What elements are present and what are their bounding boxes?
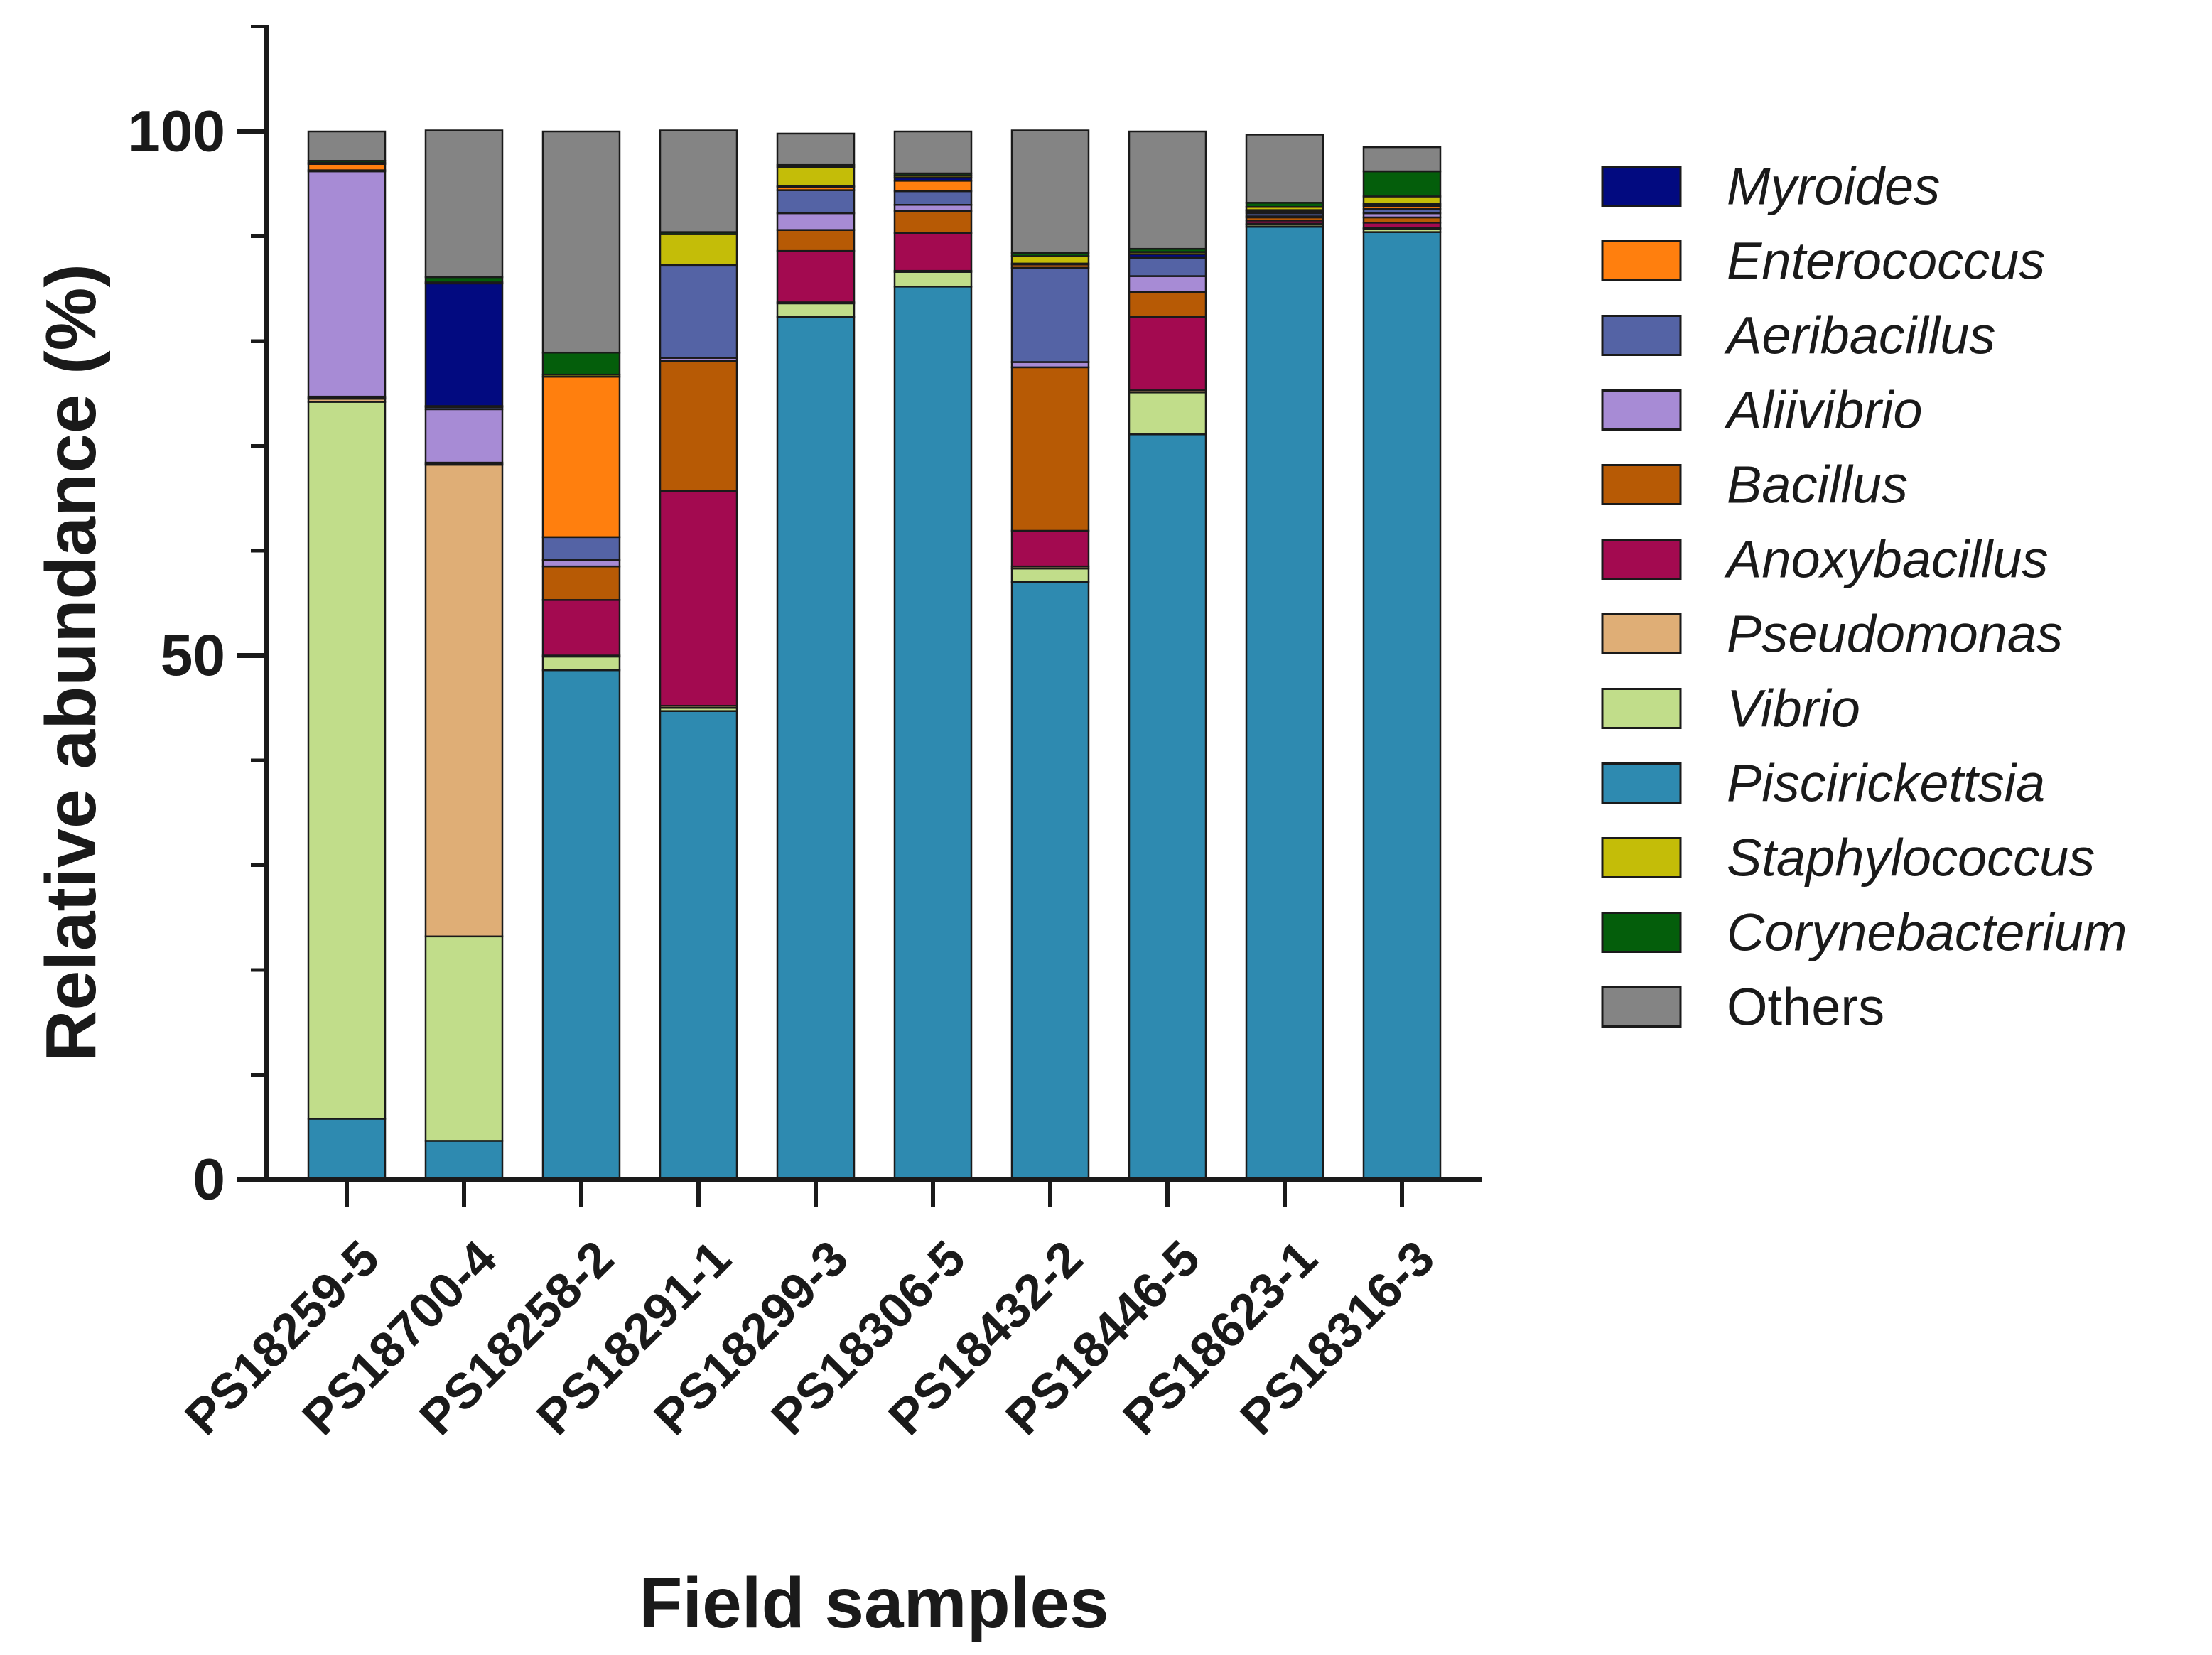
bar-segment-piscirickettsia-ps18291-1 — [659, 710, 738, 1181]
x-tick-labels: PS18259-5PS18700-4PS18258-2PS18291-1PS18… — [174, 1230, 1445, 1445]
bar-segment-vibrio-ps18258-2 — [541, 655, 621, 672]
bar-segment-bacillus-ps18432-2 — [1010, 366, 1090, 532]
bar-segment-bacillus-ps18258-2 — [541, 565, 621, 601]
legend-label-bacillus: Bacillus — [1727, 455, 1908, 514]
bar-segment-piscirickettsia-ps18258-2 — [541, 669, 621, 1181]
bar-segment-vibrio-ps18259-5 — [307, 401, 387, 1120]
bar-segment-vibrio-ps18446-5 — [1128, 392, 1207, 436]
bars-group — [307, 129, 1442, 1181]
bar-segment-vibrio-ps18700-4 — [424, 935, 504, 1142]
bar-segment-bacillus-ps18306-5 — [893, 210, 973, 234]
bar-segment-aliivibrio-ps18446-5 — [1128, 275, 1207, 293]
legend-swatch-others — [1601, 986, 1682, 1028]
bar-segment-vibrio-ps18299-3 — [776, 302, 856, 318]
bar-segment-bacillus-ps18299-3 — [776, 229, 856, 252]
bar-segment-aeribacillus-ps18446-5 — [1128, 257, 1207, 277]
bar-segment-staphylococcus-ps18299-3 — [776, 166, 856, 187]
bar-segment-aeribacillus-ps18299-3 — [776, 189, 856, 215]
bar-segment-enterococcus-ps18258-2 — [541, 375, 621, 539]
legend-label-corynebacterium: Corynebacterium — [1727, 903, 2127, 962]
bar-segment-piscirickettsia-ps18623-1 — [1245, 225, 1324, 1181]
bar-segment-piscirickettsia-ps18432-2 — [1010, 581, 1090, 1181]
legend-swatch-piscirickettsia — [1601, 762, 1682, 804]
bar-segment-piscirickettsia-ps18700-4 — [424, 1140, 504, 1181]
bar-segment-anoxybacillus-ps18446-5 — [1128, 316, 1207, 392]
bar-segment-piscirickettsia-ps18306-5 — [893, 286, 973, 1181]
legend-label-myroides: Myroides — [1727, 157, 1940, 216]
bar-segment-staphylococcus-ps18291-1 — [659, 233, 738, 266]
legend-swatch-aeribacillus — [1601, 315, 1682, 356]
legend-label-others: Others — [1727, 978, 1884, 1037]
bar-segment-enterococcus-ps18306-5 — [893, 180, 973, 193]
bar-segment-aeribacillus-ps18258-2 — [541, 536, 621, 561]
legend-swatch-vibrio — [1601, 688, 1682, 729]
bar-segment-bacillus-ps18446-5 — [1128, 291, 1207, 318]
bar-segment-myroides-ps18700-4 — [424, 282, 504, 407]
legend: Myroides Enterococcus Aeribacillus Aliivibr… — [1601, 157, 2127, 1037]
bar-segment-anoxybacillus-ps18432-2 — [1010, 529, 1090, 568]
bar-segment-anoxybacillus-ps18258-2 — [541, 599, 621, 657]
bar-segment-pseudomonas-ps18700-4 — [424, 463, 504, 938]
bar-segment-aliivibrio-ps18258-2 — [541, 559, 621, 568]
legend-label-anoxybacillus: Anoxybacillus — [1724, 530, 2048, 589]
legend-swatch-anoxybacillus — [1601, 539, 1682, 580]
bar-segment-aeribacillus-ps18432-2 — [1010, 266, 1090, 363]
bar-segment-staphylococcus-ps18316-3 — [1362, 195, 1442, 205]
bar-segment-anoxybacillus-ps18291-1 — [659, 490, 738, 707]
bar-segment-others-ps18700-4 — [424, 129, 504, 279]
bar-segment-piscirickettsia-ps18446-5 — [1128, 433, 1207, 1181]
bar-segment-aeribacillus-ps18306-5 — [893, 190, 973, 206]
bar-segment-others-ps18306-5 — [893, 130, 973, 175]
bar-segment-aeribacillus-ps18291-1 — [659, 264, 738, 359]
bar-segment-bacillus-ps18291-1 — [659, 360, 738, 492]
bar-segment-corynebacterium-ps18316-3 — [1362, 170, 1442, 198]
legend-label-aliivibrio: Aliivibrio — [1724, 381, 1923, 440]
bar-segment-others-ps18432-2 — [1010, 129, 1090, 254]
y-tick-label: 50 — [161, 623, 225, 688]
y-axis-title: Relative abundance (%) — [31, 264, 111, 1062]
bar-segment-piscirickettsia-ps18299-3 — [776, 316, 856, 1181]
legend-swatch-corynebacterium — [1601, 912, 1682, 953]
bar-segment-aliivibrio-ps18700-4 — [424, 408, 504, 464]
x-axis-title: Field samples — [639, 1563, 1108, 1643]
legend-swatch-pseudomonas — [1601, 613, 1682, 654]
bar-segment-anoxybacillus-ps18299-3 — [776, 249, 856, 303]
bar-segment-piscirickettsia-ps18259-5 — [307, 1118, 387, 1181]
legend-label-enterococcus: Enterococcus — [1727, 232, 2045, 291]
bar-segment-others-ps18291-1 — [659, 129, 738, 233]
legend-swatch-aliivibrio — [1601, 389, 1682, 431]
bar-segment-aliivibrio-ps18259-5 — [307, 170, 387, 398]
legend-label-aeribacillus: Aeribacillus — [1724, 306, 1995, 365]
bar-segment-vibrio-ps18306-5 — [893, 271, 973, 288]
legend-label-staphylococcus: Staphylococcus — [1727, 829, 2095, 888]
bar-segment-staphylococcus-ps18432-2 — [1010, 255, 1090, 265]
bar-segment-others-ps18299-3 — [776, 132, 856, 166]
bar-segment-others-ps18258-2 — [541, 130, 621, 354]
bar-segment-corynebacterium-ps18258-2 — [541, 351, 621, 376]
bar-segment-piscirickettsia-ps18316-3 — [1362, 231, 1442, 1181]
bar-segment-aliivibrio-ps18299-3 — [776, 212, 856, 231]
bar-segment-others-ps18623-1 — [1245, 134, 1324, 204]
bar-segment-others-ps18446-5 — [1128, 130, 1207, 250]
legend-label-vibrio: Vibrio — [1727, 679, 1860, 738]
legend-label-pseudomonas: Pseudomonas — [1727, 605, 2063, 664]
bar-segment-others-ps18316-3 — [1362, 146, 1442, 173]
legend-label-piscirickettsia: Piscirickettsia — [1727, 754, 2045, 813]
legend-swatch-myroides — [1601, 166, 1682, 207]
y-tick-label: 100 — [128, 99, 225, 164]
legend-swatch-bacillus — [1601, 464, 1682, 505]
legend-swatch-enterococcus — [1601, 240, 1682, 281]
bar-segment-aliivibrio-ps18306-5 — [893, 204, 973, 212]
y-tick-label: 0 — [193, 1148, 225, 1212]
axes-group: 0 50 100 — [128, 25, 1482, 1212]
bar-segment-vibrio-ps18432-2 — [1010, 567, 1090, 583]
legend-swatch-staphylococcus — [1601, 837, 1682, 878]
bar-segment-anoxybacillus-ps18306-5 — [893, 232, 973, 272]
bar-segment-enterococcus-ps18259-5 — [307, 163, 387, 171]
bar-segment-others-ps18259-5 — [307, 130, 387, 162]
